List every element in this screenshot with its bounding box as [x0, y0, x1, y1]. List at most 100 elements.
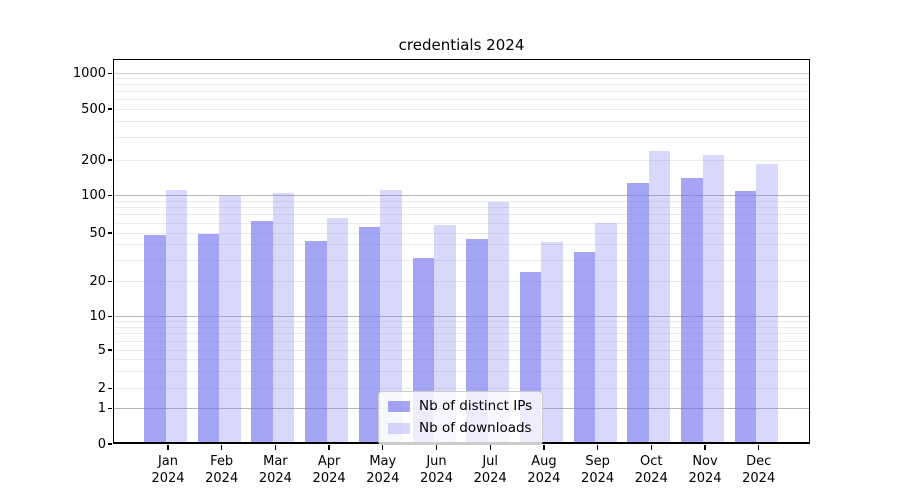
y-tick-mark	[108, 387, 112, 389]
legend: Nb of distinct IPs Nb of downloads	[378, 391, 544, 445]
x-tick-mark	[435, 445, 438, 450]
x-tick-label: Apr 2024	[312, 454, 346, 486]
y-tick-label: 50	[89, 225, 106, 241]
legend-swatch-ips	[388, 401, 410, 412]
gridline	[113, 108, 810, 110]
bar-downloads-dec	[756, 164, 778, 444]
chart-title: credentials 2024	[398, 36, 525, 54]
y-tick-label: 100	[81, 188, 106, 204]
gridline	[113, 387, 810, 389]
gridline	[113, 84, 810, 86]
x-tick-mark	[274, 445, 277, 450]
x-tick-mark	[489, 445, 491, 450]
plot-area	[113, 59, 810, 444]
gridline	[113, 321, 810, 323]
y-tick-mark	[108, 195, 112, 197]
x-tick-mark	[543, 445, 545, 450]
bar-downloads-jul	[487, 201, 510, 444]
y-tick-label: 20	[89, 274, 106, 290]
legend-label-ips: Nb of distinct IPs	[419, 398, 533, 414]
y-tick-mark	[108, 316, 112, 318]
gridline	[113, 316, 810, 318]
bar-downloads-may	[380, 189, 402, 444]
x-tick-label: Aug 2024	[527, 454, 561, 486]
y-tick-mark	[108, 108, 112, 110]
bar-ips-apr	[305, 241, 327, 444]
x-tick-label: Jan 2024	[151, 454, 185, 486]
bar-ips-nov	[681, 178, 703, 444]
gridline	[113, 99, 810, 101]
legend-swatch-downloads	[388, 423, 410, 434]
x-tick-mark	[167, 445, 169, 450]
bar-ips-mar	[251, 220, 273, 444]
bar-ips-dec	[734, 190, 757, 444]
bar-downloads-aug	[541, 242, 563, 444]
legend-label-downloads: Nb of downloads	[419, 420, 532, 436]
bar-downloads-jun	[434, 225, 456, 444]
gridline	[113, 349, 810, 351]
y-tick-mark	[108, 407, 112, 409]
y-tick-label: 2	[97, 380, 106, 396]
bar-downloads-feb	[219, 195, 241, 444]
gridline	[113, 214, 810, 216]
gridline	[113, 244, 810, 246]
y-tick-label: 10	[89, 309, 106, 325]
y-tick-mark	[108, 159, 112, 161]
gridline	[113, 136, 810, 138]
y-tick-label: 1	[97, 400, 106, 416]
x-tick-label: Jul 2024	[473, 454, 507, 486]
legend-item-distinct-ips: Nb of distinct IPs	[388, 399, 532, 414]
y-tick-label: 500	[81, 101, 106, 117]
x-tick-mark	[650, 445, 652, 450]
x-tick-mark	[704, 445, 706, 450]
y-tick-mark	[108, 443, 112, 445]
y-tick-mark	[108, 349, 112, 351]
gridline	[113, 73, 810, 74]
x-tick-label: Feb 2024	[205, 454, 239, 486]
gridline	[113, 340, 810, 342]
y-tick-label: 200	[81, 152, 106, 168]
gridline	[113, 91, 810, 93]
x-tick-mark	[596, 445, 599, 450]
gridline	[113, 200, 810, 202]
bar-ips-feb	[197, 234, 220, 444]
bar-downloads-apr	[326, 218, 349, 444]
x-tick-label: May 2024	[366, 454, 400, 486]
legend-item-downloads: Nb of downloads	[388, 421, 532, 436]
gridline	[113, 159, 810, 161]
gridline	[113, 78, 810, 80]
gridline	[113, 358, 810, 360]
bar-ips-oct	[627, 183, 649, 444]
gridline	[113, 326, 810, 328]
bar-ips-jan	[144, 235, 166, 444]
gridline	[113, 120, 810, 122]
x-tick-mark	[382, 445, 384, 450]
gridline	[113, 281, 810, 283]
gridline	[113, 370, 810, 372]
x-tick-mark	[758, 445, 760, 450]
y-tick-mark	[108, 232, 112, 234]
x-tick-mark	[221, 445, 223, 450]
x-tick-label: Oct 2024	[634, 454, 668, 486]
gridline	[113, 222, 810, 224]
x-tick-label: Dec 2024	[742, 454, 776, 486]
gridline	[113, 232, 810, 234]
gridline	[113, 207, 810, 209]
y-tick-mark	[108, 281, 112, 283]
y-tick-label: 5	[97, 342, 106, 358]
x-tick-label: Mar 2024	[258, 454, 292, 486]
bar-downloads-nov	[702, 155, 724, 444]
bar-downloads-sep	[595, 223, 617, 444]
bar-downloads-jan	[165, 189, 187, 444]
x-tick-label: Nov 2024	[688, 454, 722, 486]
x-tick-mark	[328, 445, 330, 450]
y-tick-mark	[108, 72, 112, 75]
x-tick-label: Sep 2024	[581, 454, 615, 486]
bar-ips-may	[358, 226, 381, 444]
gridline	[113, 195, 810, 197]
bar-ips-sep	[573, 251, 596, 444]
x-tick-label: Jun 2024	[419, 454, 454, 486]
y-tick-label: 1000	[72, 66, 106, 81]
gridline	[113, 259, 810, 261]
